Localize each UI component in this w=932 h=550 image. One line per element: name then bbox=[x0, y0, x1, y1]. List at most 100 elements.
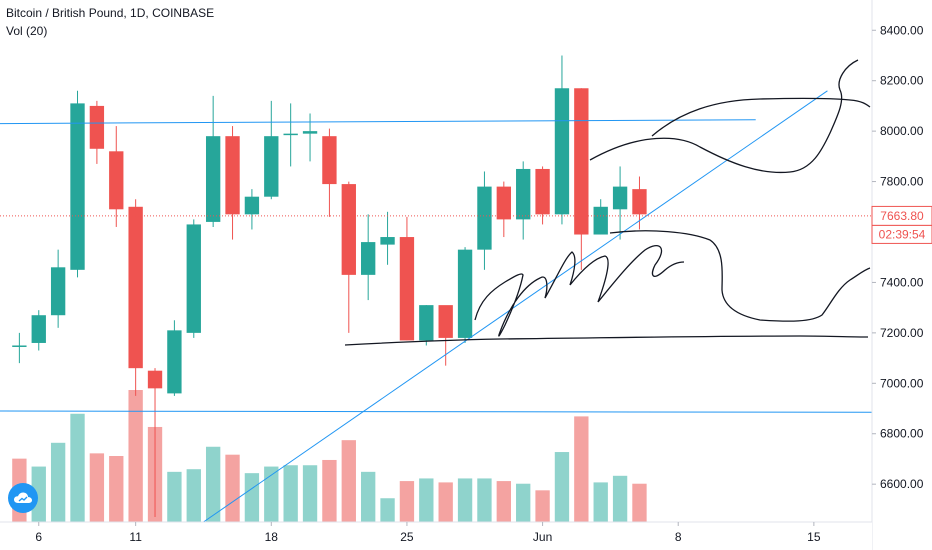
candle bbox=[167, 320, 182, 396]
candle-body bbox=[322, 136, 337, 185]
drawn-lines[interactable] bbox=[0, 90, 873, 523]
price-tick-label: 7800.00 bbox=[880, 175, 924, 189]
volume-bar bbox=[50, 442, 66, 522]
volume-bar bbox=[128, 390, 143, 522]
candle-body bbox=[89, 105, 105, 149]
freehand-zigzag[interactable] bbox=[474, 245, 685, 337]
freehand-upper-loop[interactable] bbox=[651, 97, 871, 137]
candle-body bbox=[225, 136, 240, 215]
candle-body bbox=[147, 370, 163, 389]
volume-bar bbox=[322, 459, 337, 522]
price-tick-label: 7200.00 bbox=[880, 326, 924, 340]
candle-body bbox=[535, 168, 550, 215]
volume-bar bbox=[205, 446, 221, 522]
price-tick-label: 7000.00 bbox=[880, 376, 924, 390]
volume-bar bbox=[535, 490, 550, 522]
candle bbox=[109, 126, 124, 227]
volume-bars bbox=[12, 390, 647, 522]
freehand-lower-curve[interactable] bbox=[609, 230, 871, 322]
volume-bar bbox=[516, 483, 531, 522]
time-axis[interactable]: 6 11 18 25 Jun 8 15 bbox=[0, 521, 872, 550]
volume-bar bbox=[70, 413, 85, 522]
candle bbox=[322, 128, 337, 217]
candle bbox=[632, 176, 647, 230]
candle bbox=[457, 247, 473, 343]
candle-body bbox=[632, 189, 647, 215]
time-tick-label: 8 bbox=[675, 530, 682, 544]
volume-bar bbox=[574, 416, 589, 522]
candle-body bbox=[574, 88, 589, 235]
candle-body bbox=[186, 224, 201, 333]
volume-bar bbox=[438, 482, 453, 522]
candle-body bbox=[438, 305, 453, 338]
candle-body bbox=[361, 242, 376, 275]
candle-body bbox=[477, 186, 492, 250]
countdown-label: 02:39:54 bbox=[879, 227, 926, 241]
volume-bar bbox=[593, 482, 608, 522]
candlesticks bbox=[12, 55, 647, 517]
candle-body bbox=[31, 315, 46, 343]
support-line[interactable] bbox=[0, 410, 873, 413]
volume-bar bbox=[457, 478, 473, 522]
time-tick-label: 11 bbox=[129, 530, 142, 544]
volume-bar bbox=[264, 466, 279, 522]
price-tick-label: 7400.00 bbox=[880, 275, 924, 289]
candle-body bbox=[593, 206, 608, 235]
candle-body bbox=[380, 237, 395, 245]
volume-bar bbox=[612, 475, 628, 522]
candle bbox=[593, 199, 608, 235]
price-tick-label: 8200.00 bbox=[880, 74, 924, 88]
volume-bar bbox=[632, 483, 647, 522]
volume-bar bbox=[244, 473, 260, 522]
candle-body bbox=[128, 206, 143, 369]
candle-body bbox=[205, 136, 221, 222]
candle-body bbox=[612, 186, 628, 210]
price-tick-label: 8400.00 bbox=[880, 23, 924, 37]
countdown-badge: 02:39:54 bbox=[871, 224, 932, 244]
candle bbox=[89, 100, 105, 164]
candle bbox=[477, 171, 492, 270]
time-axis-labels: 6 11 18 25 Jun 8 15 bbox=[35, 522, 821, 544]
volume-bar bbox=[554, 452, 570, 522]
candle-body bbox=[341, 184, 356, 275]
freehand-support-line[interactable] bbox=[344, 335, 869, 346]
volume-bar bbox=[419, 478, 434, 522]
cloud-icon bbox=[14, 492, 32, 503]
candle bbox=[341, 181, 356, 333]
volume-bar bbox=[477, 478, 492, 522]
freehand-drawings[interactable] bbox=[344, 59, 871, 346]
trendline[interactable] bbox=[203, 90, 828, 523]
freehand-upper-curve[interactable] bbox=[589, 59, 859, 174]
candle bbox=[283, 103, 298, 167]
candle bbox=[496, 181, 511, 238]
candle bbox=[399, 216, 415, 341]
candle bbox=[361, 214, 376, 301]
volume-bar bbox=[496, 481, 511, 522]
volume-indicator-label: Vol (20) bbox=[6, 24, 48, 38]
candle-body bbox=[283, 133, 298, 136]
resistance-line[interactable] bbox=[0, 119, 756, 125]
candle bbox=[554, 55, 570, 225]
time-tick-label: 6 bbox=[35, 530, 42, 544]
time-tick-label: 15 bbox=[807, 530, 821, 544]
candle-body bbox=[167, 330, 182, 394]
candle bbox=[516, 161, 531, 240]
candle-body bbox=[50, 267, 66, 316]
candle bbox=[438, 305, 453, 366]
price-axis[interactable]: 8400.008200.008000.007800.007600.007400.… bbox=[871, 0, 932, 550]
candle bbox=[128, 199, 143, 396]
volume-bar bbox=[186, 469, 201, 522]
candle-body bbox=[516, 168, 531, 220]
candle bbox=[264, 100, 279, 200]
candle bbox=[612, 166, 628, 240]
candle bbox=[70, 90, 85, 278]
chart-title: Bitcoin / British Pound, 1D, COINBASE bbox=[6, 6, 215, 20]
candle bbox=[50, 249, 66, 328]
volume-bar bbox=[380, 498, 395, 522]
tradingview-logo[interactable] bbox=[8, 483, 38, 513]
candle-body bbox=[399, 237, 415, 341]
candle-body bbox=[244, 196, 260, 215]
candle bbox=[380, 211, 395, 265]
candle bbox=[419, 305, 434, 346]
